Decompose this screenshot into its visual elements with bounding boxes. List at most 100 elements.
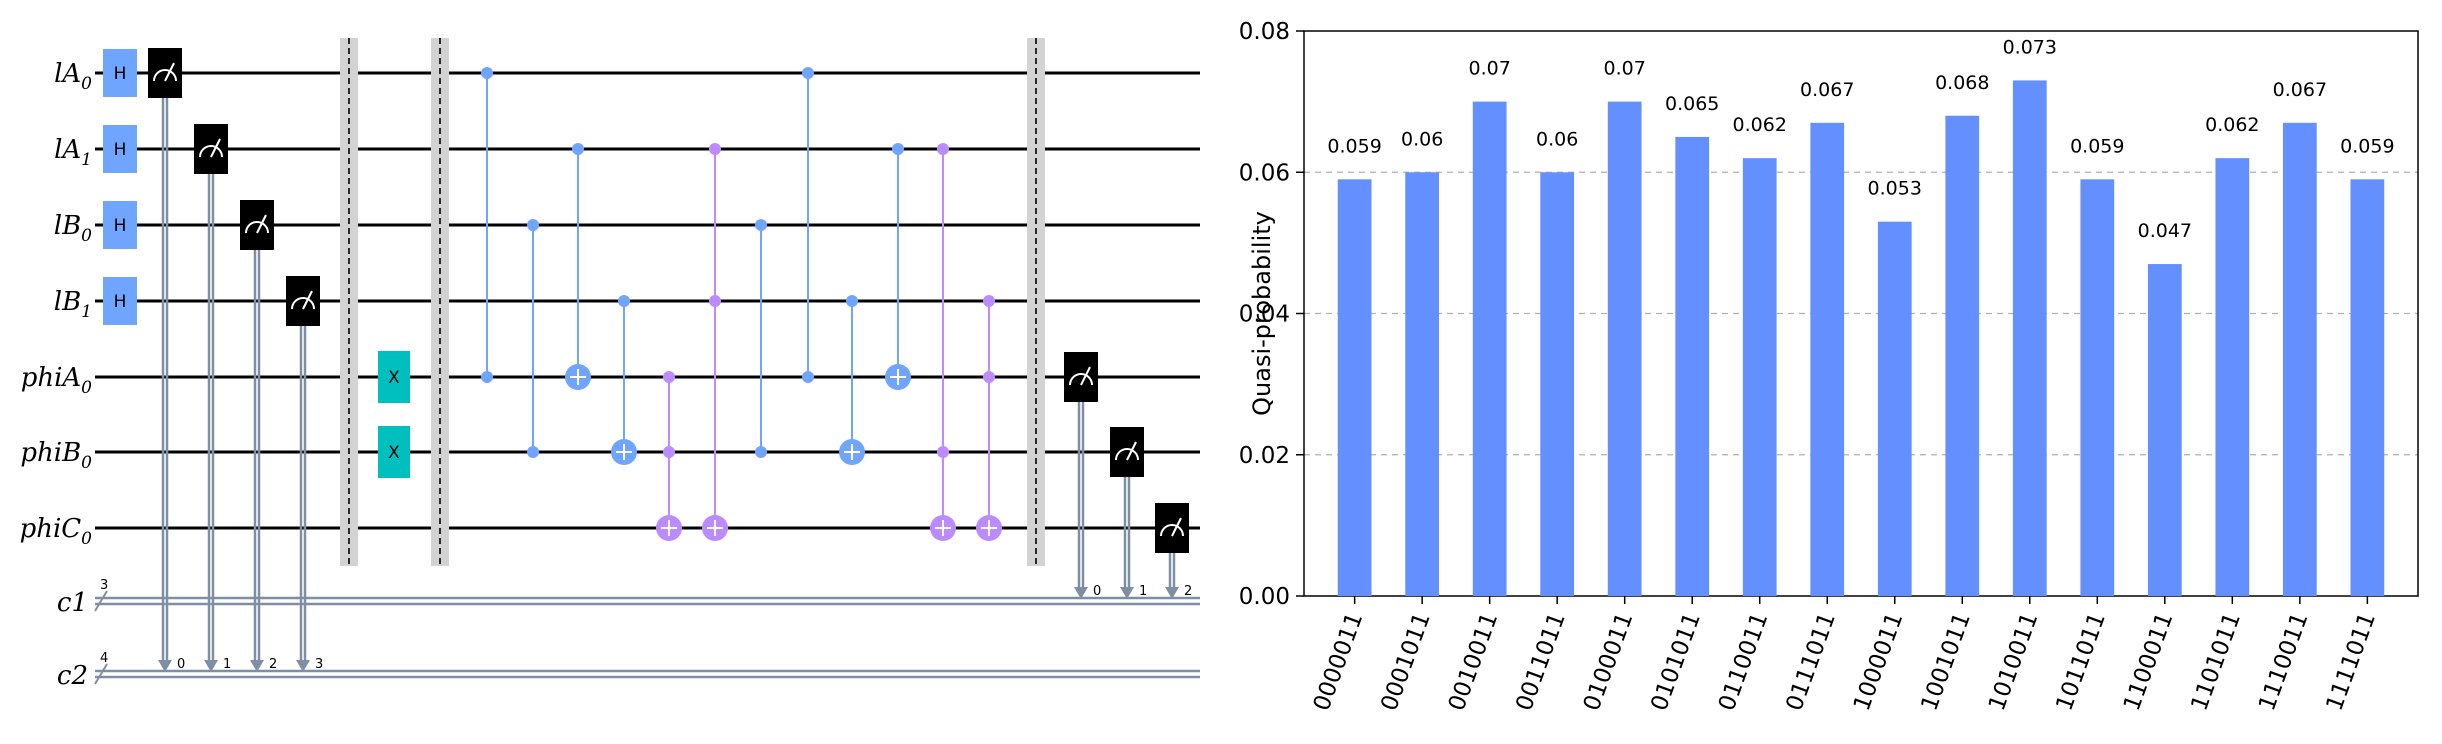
meter-needle-icon bbox=[1126, 441, 1137, 461]
x-gate-label: X bbox=[388, 368, 400, 388]
cz-gate-control-dot bbox=[755, 446, 767, 458]
measure-q0-arrow-icon bbox=[158, 660, 172, 672]
y-axis-label: Quasi-probability bbox=[1248, 211, 1276, 416]
data-label-1000011: 0.053 bbox=[1868, 178, 1922, 200]
cx-gate-control-dot bbox=[572, 143, 584, 155]
h-gate-label: H bbox=[114, 216, 127, 236]
meter-arc-icon bbox=[245, 221, 269, 234]
data-label-1101011: 0.062 bbox=[2205, 114, 2259, 136]
bar-0011011 bbox=[1540, 172, 1575, 596]
measure-q6-arrow-icon bbox=[1165, 587, 1179, 599]
measure-q4-arrow-icon bbox=[1074, 587, 1088, 599]
meter-needle-icon bbox=[210, 138, 221, 158]
meter-arc-icon bbox=[1069, 373, 1093, 386]
data-label-1011011: 0.059 bbox=[2070, 135, 2124, 157]
data-label-1111011: 0.059 bbox=[2340, 135, 2394, 157]
ccx-gate-control-dot bbox=[937, 143, 949, 155]
meter-needle-icon bbox=[302, 290, 313, 310]
qubit-label-1: lA1 bbox=[54, 135, 92, 170]
ccx-gate-control-dot bbox=[709, 143, 721, 155]
meter-needle-icon bbox=[256, 214, 267, 234]
ccx-gate-control-dot bbox=[983, 295, 995, 307]
meter-arc-icon bbox=[153, 69, 177, 82]
meter-arc-icon bbox=[1160, 524, 1184, 537]
x-tick-label-0000011: 0000011 bbox=[1309, 609, 1368, 714]
h-gate bbox=[103, 201, 137, 249]
qubit-label-2: lB0 bbox=[54, 211, 92, 246]
bar-1101011 bbox=[2215, 158, 2250, 596]
measure-q5-gate bbox=[1110, 427, 1144, 477]
x-tick-label-1001011: 1001011 bbox=[1916, 609, 1975, 714]
plot-frame bbox=[1303, 30, 2419, 597]
cx-gate-control-dot bbox=[846, 295, 858, 307]
cz-gate-control-dot bbox=[481, 371, 493, 383]
y-tick-label: 0.04 bbox=[1239, 302, 1290, 328]
cz-gate-control-dot bbox=[481, 67, 493, 79]
data-label-0000011: 0.059 bbox=[1327, 135, 1381, 157]
cz-gate-control-dot bbox=[802, 67, 814, 79]
x-tick-label-0101011: 0101011 bbox=[1646, 609, 1705, 714]
x-tick-label-1010011: 1010011 bbox=[1984, 609, 2043, 714]
data-label-0010011: 0.07 bbox=[1469, 58, 1511, 80]
data-label-0011011: 0.06 bbox=[1536, 128, 1578, 150]
x-tick-label-0010011: 0010011 bbox=[1444, 609, 1503, 714]
qubit-label-6: phiC0 bbox=[20, 514, 93, 549]
data-label-0100011: 0.07 bbox=[1604, 58, 1646, 80]
bar-1100011 bbox=[2147, 264, 2182, 596]
meter-needle-icon bbox=[1171, 517, 1182, 537]
bar-1000011 bbox=[1877, 221, 1912, 596]
h-gate-label: H bbox=[114, 140, 127, 160]
measure-q6-bit-label: 2 bbox=[1184, 584, 1192, 599]
meter-arc-icon bbox=[1115, 448, 1139, 461]
meter-arc-icon bbox=[199, 145, 223, 158]
y-tick-label: 0.02 bbox=[1239, 443, 1290, 469]
ccx-gate-control-dot bbox=[937, 446, 949, 458]
data-label-1110011: 0.067 bbox=[2273, 79, 2327, 101]
x-tick-label-1111011: 1111011 bbox=[2322, 609, 2381, 714]
bar-1110011 bbox=[2282, 122, 2317, 596]
qubit-label-0: lA0 bbox=[54, 59, 92, 94]
x-tick-label-0110011: 0110011 bbox=[1714, 609, 1773, 714]
x-tick-label-1100011: 1100011 bbox=[2119, 609, 2178, 714]
x-tick-label-0111011: 0111011 bbox=[1781, 609, 1840, 714]
classical-label-c1: c1 bbox=[57, 588, 88, 618]
data-label-1100011: 0.047 bbox=[2138, 220, 2192, 242]
h-gate bbox=[103, 277, 137, 325]
classical-label-c2: c2 bbox=[57, 661, 88, 691]
bar-1010011 bbox=[2012, 80, 2047, 596]
measure-q1-gate bbox=[194, 124, 228, 174]
measure-q2-bit-label: 2 bbox=[269, 657, 277, 672]
h-gate bbox=[103, 49, 137, 97]
data-label-0001011: 0.06 bbox=[1401, 128, 1443, 150]
h-gate bbox=[103, 125, 137, 173]
bar-1001011 bbox=[1945, 115, 1980, 596]
qubit-label-3: lB1 bbox=[54, 287, 92, 322]
cz-gate-control-dot bbox=[527, 219, 539, 231]
cz-gate-control-dot bbox=[755, 219, 767, 231]
quasi-probability-bar-chart: 0.00 0.02 0.04 0.06 0.08 Quasi-probability 0.0… bbox=[1239, 19, 2419, 714]
cz-gate-control-dot bbox=[527, 446, 539, 458]
measure-q2-gate bbox=[240, 200, 274, 250]
meter-needle-icon bbox=[1080, 366, 1091, 386]
data-label-1001011: 0.068 bbox=[1935, 72, 1989, 94]
bar-1011011 bbox=[2080, 179, 2115, 596]
x-tick-label-0011011: 0011011 bbox=[1511, 609, 1570, 714]
quantum-circuit: lA0 lA1 lB0 lB1 phiA0 phiB0 phiC0 c1 3 c2 4 H H H H 0 1 2… bbox=[20, 38, 1200, 691]
bar-0000011 bbox=[1337, 179, 1372, 596]
measure-q5-arrow-icon bbox=[1120, 587, 1134, 599]
data-label-0101011: 0.065 bbox=[1665, 93, 1719, 115]
meter-arc-icon bbox=[291, 297, 315, 310]
y-tick-label: 0.00 bbox=[1239, 584, 1290, 610]
bar-1111011 bbox=[2350, 179, 2385, 596]
measure-q0-gate bbox=[148, 48, 182, 98]
classical-size-c1: 3 bbox=[100, 578, 108, 593]
qubit-label-4: phiA0 bbox=[21, 363, 92, 398]
ccx-gate-control-dot bbox=[983, 371, 995, 383]
data-label-0110011: 0.062 bbox=[1733, 114, 1787, 136]
measure-q6-gate bbox=[1155, 503, 1189, 553]
data-label-0111011: 0.067 bbox=[1800, 79, 1854, 101]
cx-gate-control-dot bbox=[892, 143, 904, 155]
x-gate bbox=[378, 426, 410, 478]
measure-q2-arrow-icon bbox=[250, 660, 264, 672]
